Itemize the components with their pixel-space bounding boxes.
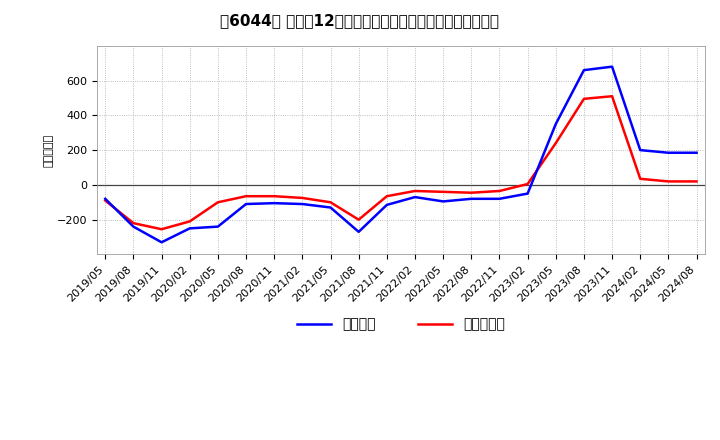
経常利益 [270,201,279,206]
Text: ［6044］ 利益だ12か月移動合計の対前年同期増減額の推移: ［6044］ 利益だ12か月移動合計の対前年同期増減額の推移 [220,13,500,28]
当期純利益 [354,217,363,222]
当期純利益 [326,200,335,205]
当期純利益 [580,96,588,102]
当期純利益 [664,179,672,184]
当期純利益 [270,194,279,199]
Line: 当期純利益: 当期純利益 [105,96,696,229]
当期純利益 [692,179,701,184]
当期純利益 [185,219,194,224]
経常利益 [636,147,644,153]
当期純利益 [552,140,560,146]
経常利益 [242,202,251,207]
経常利益 [129,224,138,229]
経常利益 [157,240,166,245]
経常利益 [326,205,335,210]
Line: 経常利益: 経常利益 [105,67,696,242]
経常利益 [664,150,672,155]
経常利益 [185,226,194,231]
当期純利益 [438,189,447,194]
当期純利益 [523,181,532,187]
経常利益 [467,196,476,202]
経常利益 [438,199,447,204]
経常利益 [552,121,560,127]
当期純利益 [242,194,251,199]
当期純利益 [298,195,307,201]
当期純利益 [608,94,616,99]
当期純利益 [410,188,419,194]
Legend: 経常利益, 当期純利益: 経常利益, 当期純利益 [292,313,510,335]
経常利益 [580,67,588,73]
当期純利益 [382,194,391,199]
経常利益 [523,191,532,196]
経常利益 [214,224,222,229]
当期純利益 [467,190,476,195]
Y-axis label: （百万円）: （百万円） [44,134,54,167]
経常利益 [354,229,363,235]
経常利益 [101,196,109,202]
経常利益 [382,202,391,208]
当期純利益 [495,188,504,194]
経常利益 [495,196,504,202]
当期純利益 [129,220,138,226]
当期純利益 [214,200,222,205]
当期純利益 [636,176,644,181]
当期純利益 [101,198,109,203]
経常利益 [692,150,701,155]
経常利益 [410,194,419,200]
当期純利益 [157,227,166,232]
経常利益 [608,64,616,70]
経常利益 [298,202,307,207]
